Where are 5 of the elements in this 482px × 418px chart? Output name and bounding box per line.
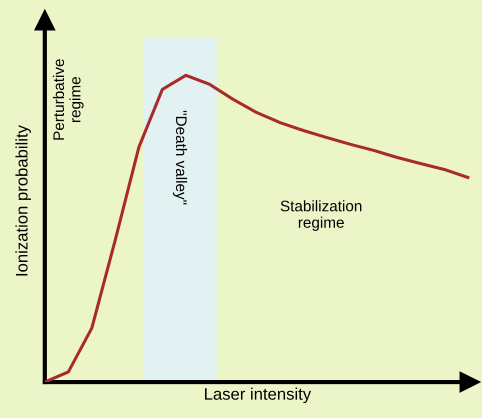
annotation: "Death valley" (172, 110, 188, 204)
annotation: Stabilization regime (280, 200, 362, 231)
y-axis-title: Ionization probability (15, 125, 31, 276)
x-axis-title: Laser intensity (205, 388, 312, 404)
annotation: Perturbative regime (52, 59, 84, 140)
